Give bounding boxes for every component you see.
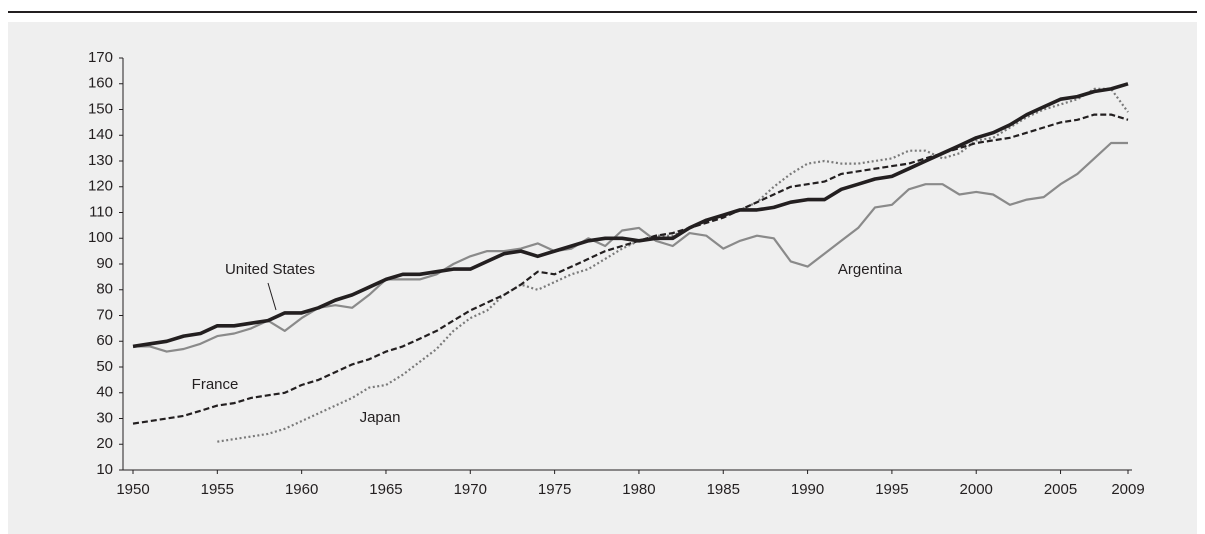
x-tick-label: 1960 — [285, 481, 318, 498]
x-tick-label: 1970 — [454, 481, 487, 498]
y-tick-label: 30 — [96, 409, 113, 426]
y-tick-label: 90 — [96, 255, 113, 272]
y-tick-label: 50 — [96, 358, 113, 375]
y-tick-label: 130 — [88, 152, 113, 169]
y-tick-label: 70 — [96, 306, 113, 323]
y-tick-label: 80 — [96, 281, 113, 298]
series-line — [132, 82, 1129, 349]
x-tick-label: 2000 — [960, 481, 993, 498]
series-line — [217, 87, 1129, 443]
y-tick-label: 140 — [88, 126, 113, 143]
x-tick-label: 1955 — [201, 481, 234, 498]
series-line — [133, 141, 1128, 353]
series-label: United States — [225, 261, 315, 278]
y-tick-label: 120 — [88, 178, 113, 195]
y-tick-label: 160 — [88, 75, 113, 92]
y-tick-label: 60 — [96, 332, 113, 349]
x-tick-label: 1980 — [622, 481, 655, 498]
y-tick-label: 110 — [89, 203, 113, 220]
x-tick-label: 2009 — [1111, 481, 1144, 498]
x-tick-label: 1985 — [707, 481, 740, 498]
y-tick-label: 100 — [88, 229, 113, 246]
panel-background — [8, 22, 1197, 534]
series-line — [132, 113, 1129, 425]
y-tick-label: 150 — [88, 100, 113, 117]
leader-line — [267, 282, 277, 311]
series-label: Argentina — [838, 261, 903, 278]
y-tick-label: 170 — [88, 49, 113, 66]
x-tick-label: 1950 — [116, 481, 149, 498]
x-tick-label: 1965 — [369, 481, 402, 498]
series-label: Japan — [360, 409, 401, 426]
series-label: France — [192, 376, 239, 393]
x-tick-label: 1990 — [791, 481, 824, 498]
y-tick-label: 40 — [96, 384, 113, 401]
x-tick-label: 2005 — [1044, 481, 1077, 498]
x-tick-label: 1995 — [875, 481, 908, 498]
y-tick-label: 10 — [96, 461, 113, 478]
x-tick-label: 1975 — [538, 481, 571, 498]
y-tick-label: 20 — [96, 435, 113, 452]
